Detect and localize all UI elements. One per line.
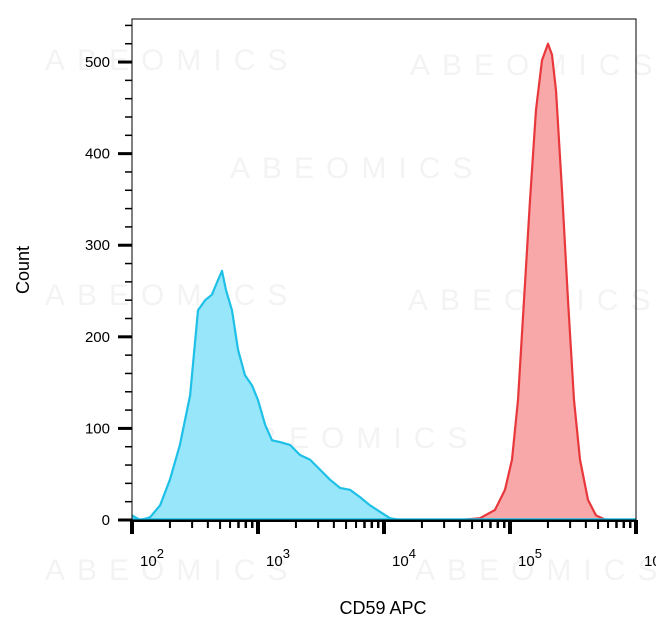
watermark-text: ABEOMICS — [410, 49, 656, 82]
y-tick-label: 400 — [85, 146, 110, 163]
axes: 0100200300400500102103104105106 — [85, 24, 656, 570]
y-axis-title: Count — [13, 246, 33, 294]
x-tick-exponent: 3 — [283, 546, 290, 561]
x-axis-title: CD59 APC — [339, 598, 426, 618]
x-tick-exponent: 2 — [157, 546, 164, 561]
x-tick-label: 104 — [392, 546, 416, 570]
y-tick-label: 200 — [85, 329, 110, 346]
y-tick-label: 100 — [85, 420, 110, 437]
y-tick-label: 500 — [85, 54, 110, 71]
series-2-line — [459, 42, 607, 522]
watermark-text: ABEOMICS — [45, 44, 299, 77]
series-layer — [131, 42, 636, 522]
series-1-line — [131, 269, 401, 522]
x-tick-exponent: 4 — [409, 546, 416, 561]
x-tick-label: 106 — [644, 546, 656, 570]
watermark-text: ABEOMICS — [415, 554, 656, 587]
y-tick-label: 300 — [85, 237, 110, 254]
watermark-text: ABEOMICS — [45, 279, 299, 312]
x-tick-exponent: 5 — [535, 546, 542, 561]
watermark-text: ABEOMICS — [45, 554, 299, 587]
watermark-text: ABEOMICS — [230, 152, 484, 185]
series-1-area — [132, 270, 401, 520]
y-tick-label: 0 — [102, 512, 110, 529]
series-2-area — [459, 43, 607, 520]
